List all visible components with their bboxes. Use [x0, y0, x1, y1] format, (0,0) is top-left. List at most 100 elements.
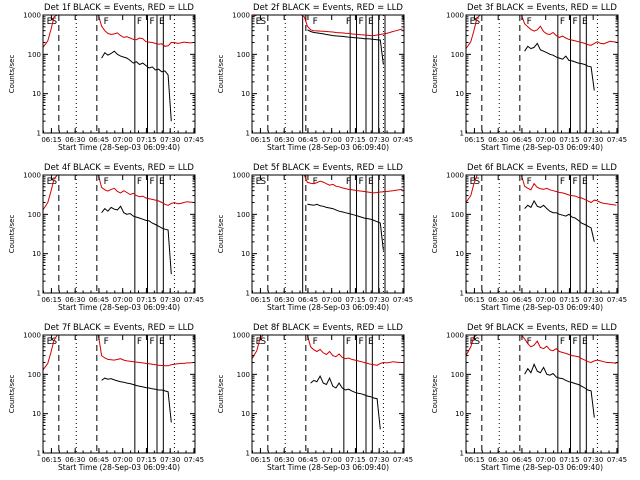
events-series-line [101, 205, 172, 275]
marker-label: E [470, 177, 476, 187]
chart-title: Det 8f BLACK = Events, RED = LLD [253, 323, 403, 333]
marker-label: F [104, 177, 109, 187]
lld-series-line [252, 15, 403, 37]
y-tick-label: 10 [455, 250, 464, 258]
marker-label: E [582, 17, 588, 27]
marker-lines [58, 175, 175, 293]
marker-label: E [159, 337, 165, 347]
y-tick-label: 1 [246, 290, 250, 298]
x-tick-label: 06:15 [41, 456, 61, 464]
y-tick-label: 1000 [23, 12, 41, 20]
x-axis-label: Start Time (28-Sep-03 06:09:40) [58, 463, 180, 472]
lld-series-line [43, 15, 194, 48]
plot-frame [42, 174, 196, 294]
y-tick-label: 1000 [232, 172, 250, 180]
y-tick-label: 1000 [23, 172, 41, 180]
plot-frame [465, 14, 619, 134]
x-tick-label: 07:00 [322, 296, 342, 304]
marker-label: F [150, 17, 155, 27]
chart-title: Det 6f BLACK = Events, RED = LLD [467, 163, 617, 173]
marker-label: F [104, 17, 109, 27]
x-tick-label: 07:30 [160, 296, 180, 304]
x-tick-label: 07:30 [369, 456, 389, 464]
marker-label: F [560, 17, 565, 27]
marker-label: F [527, 177, 532, 187]
x-tick-label: 06:15 [464, 296, 484, 304]
y-tick-label: 1 [460, 130, 464, 138]
marker-label: E [368, 177, 374, 187]
lld-series-line [43, 335, 194, 371]
y-tick-label: 10 [32, 90, 41, 98]
x-axis-label: Start Time (28-Sep-03 06:09:40) [267, 303, 389, 312]
marker-label: F [346, 337, 351, 347]
plot-frame [251, 14, 405, 134]
marker-label: F [137, 337, 142, 347]
chart-title: Det 7f BLACK = Events, RED = LLD [44, 323, 194, 333]
marker-label: S [51, 17, 57, 27]
y-tick-label: 1000 [446, 332, 464, 340]
chart-title: Det 9f BLACK = Events, RED = LLD [467, 323, 617, 333]
x-tick-label: 06:45 [512, 456, 532, 464]
x-tick-label: 07:15 [345, 296, 365, 304]
x-tick-label: 07:00 [536, 456, 556, 464]
x-tick-label: 06:30 [488, 136, 508, 144]
y-axis-label: Counts/sec [431, 215, 439, 254]
marker-label: F [150, 177, 155, 187]
y-tick-label: 10 [455, 410, 464, 418]
lld-series-line [43, 175, 194, 211]
x-tick-label: 07:45 [393, 296, 413, 304]
y-axis-label: Counts/sec [217, 375, 225, 414]
marker-label: F [359, 17, 364, 27]
y-tick-label: 1 [246, 130, 250, 138]
x-tick-label: 06:45 [298, 296, 318, 304]
y-tick-label: 10 [241, 410, 250, 418]
x-tick-label: 07:00 [113, 456, 133, 464]
y-tick-label: 100 [237, 211, 250, 219]
marker-label: F [346, 177, 351, 187]
marker-label: E [47, 17, 53, 27]
chart-title: Det 1f BLACK = Events, RED = LLD [44, 3, 194, 13]
chart-title: Det 4f BLACK = Events, RED = LLD [44, 163, 194, 173]
y-tick-label: 1 [37, 130, 41, 138]
x-tick-label: 07:30 [160, 136, 180, 144]
marker-label: E [582, 177, 588, 187]
y-tick-label: 1000 [23, 332, 41, 340]
y-tick-label: 1 [37, 290, 41, 298]
marker-label: S [260, 337, 266, 347]
x-tick-label: 06:15 [250, 456, 270, 464]
x-tick-label: 07:45 [393, 136, 413, 144]
marker-label: F [346, 17, 351, 27]
x-tick-label: 07:00 [536, 136, 556, 144]
lld-series-line [466, 175, 617, 206]
y-tick-label: 1000 [232, 12, 250, 20]
marker-label: F [150, 337, 155, 347]
y-tick-label: 10 [455, 90, 464, 98]
marker-label: E [159, 177, 165, 187]
marker-label: S [260, 177, 266, 187]
y-tick-label: 1000 [232, 332, 250, 340]
x-tick-label: 07:15 [559, 456, 579, 464]
x-tick-label: 07:15 [559, 136, 579, 144]
marker-label: F [560, 177, 565, 187]
y-axis-label: Counts/sec [431, 375, 439, 414]
x-axis-label: Start Time (28-Sep-03 06:09:40) [481, 303, 603, 312]
x-tick-label: 06:45 [512, 296, 532, 304]
x-tick-label: 07:00 [536, 296, 556, 304]
y-tick-label: 1 [37, 450, 41, 458]
marker-label: E [47, 337, 53, 347]
x-axis-label: Start Time (28-Sep-03 06:09:40) [481, 143, 603, 152]
x-tick-label: 07:15 [136, 136, 156, 144]
y-tick-label: 100 [28, 51, 41, 59]
x-tick-label: 07:45 [607, 456, 627, 464]
y-axis-label: Counts/sec [8, 215, 16, 254]
marker-lines [267, 15, 386, 133]
lld-series-line [466, 15, 617, 49]
x-tick-label: 06:45 [89, 456, 109, 464]
x-tick-label: 06:45 [89, 296, 109, 304]
x-tick-label: 07:45 [607, 136, 627, 144]
y-tick-label: 10 [32, 410, 41, 418]
